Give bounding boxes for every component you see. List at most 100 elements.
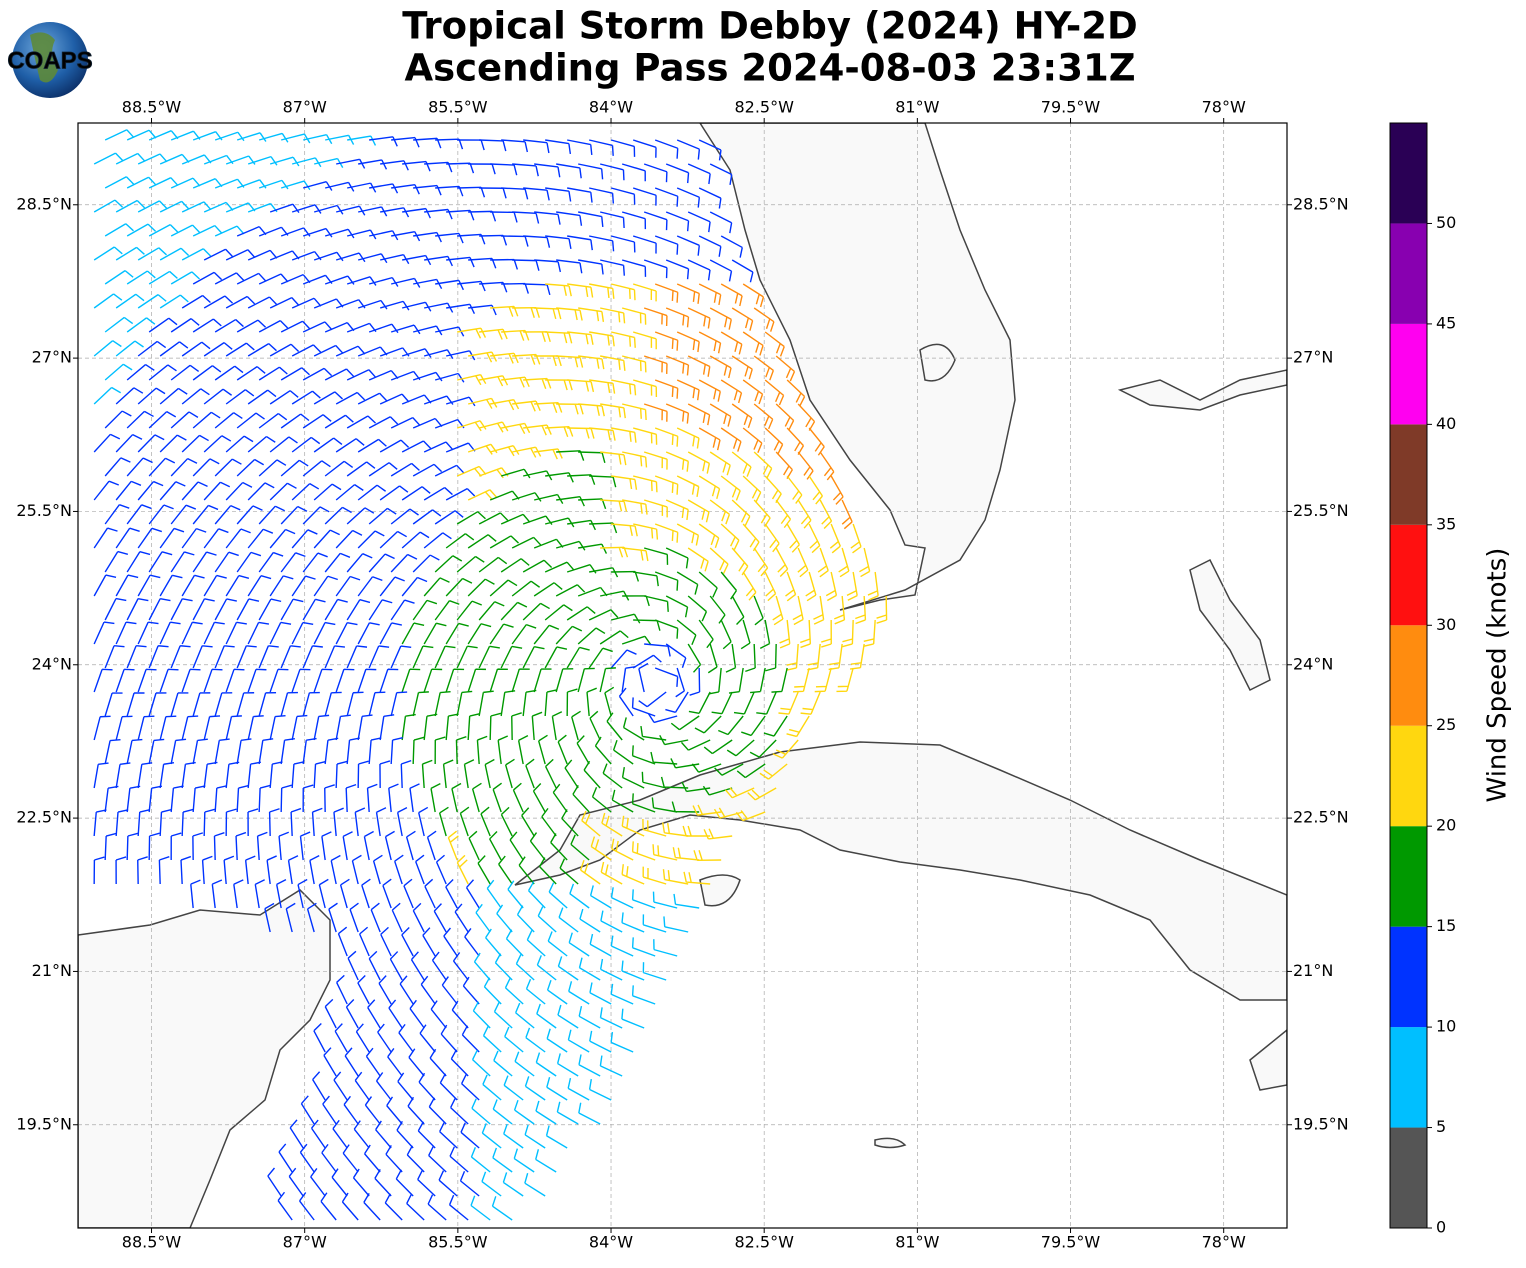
wind-barb	[203, 761, 218, 789]
wind-barb	[434, 645, 456, 669]
wind-barb	[335, 438, 365, 453]
x-tick-label: 79.5°W	[1041, 1233, 1101, 1252]
colorbar-tick-label: 5	[1436, 1117, 1446, 1136]
wind-barb	[534, 259, 562, 273]
x-tick-label: 88.5°W	[122, 98, 182, 117]
wind-barb	[401, 622, 425, 645]
wind-barb	[533, 624, 560, 645]
wind-barb	[566, 688, 578, 717]
wind-barb	[556, 307, 583, 321]
wind-barb	[709, 211, 733, 234]
wind-barb	[374, 1169, 392, 1197]
wind-barb	[445, 487, 476, 501]
wind-barb	[159, 294, 189, 309]
wind-barb	[493, 1050, 513, 1077]
wind-barb	[203, 481, 231, 501]
wind-barb	[126, 317, 156, 333]
wind-barb	[659, 735, 689, 746]
wind-barb	[159, 762, 175, 789]
wind-barb	[225, 249, 256, 261]
wind-barb	[485, 928, 502, 957]
wind-barb	[709, 451, 731, 476]
wind-barb	[126, 364, 155, 381]
wind-barb	[662, 869, 689, 885]
wind-barb	[599, 163, 625, 181]
wind-barb	[192, 832, 204, 861]
wind-barb	[642, 866, 667, 885]
wind-barb	[258, 413, 288, 429]
wind-barb	[321, 1143, 337, 1173]
wind-barb	[368, 737, 382, 765]
wind-barb	[545, 283, 572, 297]
wind-barb	[731, 499, 751, 526]
wind-barb	[223, 855, 235, 885]
wind-barb	[460, 1073, 480, 1101]
wind-barb	[654, 139, 679, 159]
wind-barb	[610, 649, 637, 669]
wind-barb	[213, 832, 225, 861]
wind-barb	[328, 902, 338, 933]
wind-barb	[353, 1120, 370, 1149]
wind-barb	[642, 819, 667, 837]
wind-barb	[93, 152, 124, 165]
wind-barb	[673, 893, 700, 909]
wind-barb	[390, 324, 421, 335]
colorbar: 0 5 10 15 20 25 30 35 40 45 50	[1389, 122, 1456, 1237]
wind-barb	[357, 622, 380, 645]
wind-barb	[302, 645, 323, 669]
wind-barb	[638, 691, 667, 708]
wind-barb	[709, 355, 732, 379]
wind-barb	[665, 163, 690, 184]
wind-barb	[641, 771, 667, 789]
wind-barb	[258, 273, 289, 285]
wind-barb	[423, 622, 447, 645]
wind-barb	[302, 367, 333, 381]
wind-barb	[104, 176, 135, 189]
wind-barb	[764, 331, 785, 357]
wind-barb	[148, 177, 179, 189]
wind-barb	[302, 784, 314, 813]
wind-barb	[137, 527, 163, 549]
wind-barb	[482, 1026, 502, 1053]
wind-barb	[335, 252, 366, 263]
wind-barb	[379, 714, 395, 741]
wind-barb	[331, 1168, 348, 1197]
wind-barb	[363, 1144, 381, 1173]
wind-barb	[434, 690, 451, 717]
wind-barb	[740, 619, 751, 650]
wind-barb	[280, 737, 295, 765]
wind-barb	[357, 253, 388, 264]
wind-barb	[561, 809, 579, 837]
wind-barb	[214, 645, 235, 669]
wind-barb	[158, 856, 170, 885]
wind-barb	[137, 715, 155, 741]
colorbar-tick-label: 35	[1436, 514, 1456, 533]
wind-barb	[291, 483, 320, 501]
wind-barb	[115, 480, 142, 501]
wind-barb	[211, 879, 223, 909]
wind-barb	[368, 553, 395, 573]
wind-barb	[577, 667, 595, 693]
wind-barb	[247, 155, 278, 166]
wind-barb	[589, 139, 614, 156]
wind-barb	[475, 903, 491, 933]
wind-barb	[517, 734, 529, 765]
wind-barb	[583, 760, 601, 789]
wind-barb	[533, 668, 552, 693]
wind-barb	[445, 668, 465, 693]
wind-barb	[489, 579, 518, 597]
wind-barb	[618, 687, 634, 717]
wind-barb	[236, 551, 262, 573]
wind-barb	[412, 599, 438, 621]
wind-barb	[556, 495, 585, 507]
x-tick-label: 81°W	[895, 98, 939, 117]
wind-barb	[267, 1167, 282, 1197]
wind-barb	[93, 433, 121, 453]
wind-barb	[181, 715, 199, 741]
wind-barb	[775, 403, 795, 431]
wind-barb	[269, 621, 292, 645]
x-tick-label: 87°W	[283, 1233, 327, 1252]
wind-barb	[368, 323, 399, 334]
wind-barb	[375, 807, 387, 837]
wind-barb	[534, 448, 563, 460]
